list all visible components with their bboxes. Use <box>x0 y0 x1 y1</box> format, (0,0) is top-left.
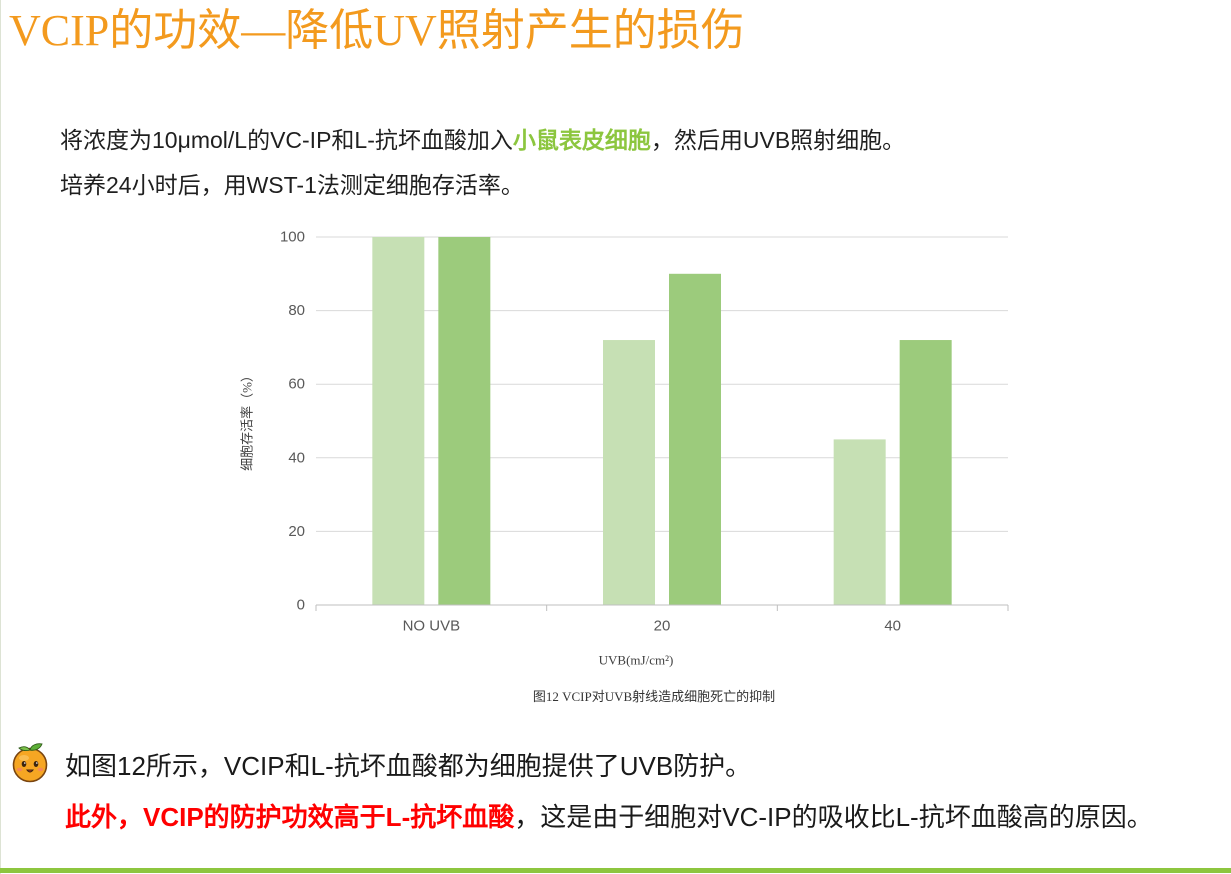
x-tick-label: NO UVB <box>403 618 461 635</box>
bar <box>438 237 491 605</box>
slide-title: VCIP的功效—降低UV照射产生的损伤 <box>9 6 745 55</box>
x-tick-label: 40 <box>884 618 901 635</box>
intro-text-end: ，然后用UVB照射细胞。 <box>650 127 906 153</box>
bar <box>669 273 721 605</box>
x-tick-labels: NO UVB 20 40 <box>403 618 901 635</box>
y-tick-label: 20 <box>288 523 305 540</box>
conclusion-line-1: 如图12所示，VCIP和L-抗坏血酸都为细胞提供了UVB防护。 <box>65 749 751 783</box>
y-tick-label: 60 <box>288 376 305 393</box>
bottom-rule <box>0 868 1231 873</box>
conclusion-text-2: ，这是由于细胞对VC-IP的吸收比L-抗坏血酸高的原因。 <box>514 802 1153 832</box>
bars <box>372 237 952 605</box>
orange-face-icon <box>10 741 50 783</box>
bar-chart: 0 20 40 60 80 100 NO UVB 20 40 细胞存活率（%） UVB(mJ/… <box>240 229 1009 668</box>
y-tick-labels: 0 20 40 60 80 100 <box>280 229 305 614</box>
bar <box>603 340 655 605</box>
figure-caption: 图12 VCIP对UVB射线造成细胞死亡的抑制 <box>532 689 776 704</box>
y-axis-title: 细胞存活率（%） <box>240 369 255 471</box>
x-tick-label: 20 <box>654 618 671 635</box>
x-axis <box>315 604 1009 611</box>
bar <box>833 439 886 605</box>
y-tick-label: 100 <box>280 229 305 246</box>
conclusion-text-1: 如图12所示，VCIP和L-抗坏血酸都为细胞提供了UVB防护。 <box>65 751 752 781</box>
x-axis-title: UVB(mJ/cm²) <box>599 653 674 668</box>
y-tick-label: 0 <box>297 597 305 614</box>
left-edge-line <box>0 0 1 874</box>
y-tick-label: 40 <box>288 449 305 466</box>
conclusion-highlight: 此外，VCIP的防护功效高于L-抗坏血酸 <box>65 802 515 832</box>
bar <box>372 237 425 605</box>
intro-text-line-2: 培养24小时后，用WST-1法测定细胞存活率。 <box>60 172 524 198</box>
intro-highlight-cell-type: 小鼠表皮细胞 <box>512 127 651 153</box>
y-tick-label: 80 <box>288 302 305 319</box>
bar <box>899 340 952 605</box>
intro-text-start: 将浓度为10μmol/L的VC-IP和L-抗坏血酸加入 <box>60 127 513 153</box>
grid-lines <box>316 236 1008 532</box>
intro-line-2: 培养24小时后，用WST-1法测定细胞存活率。 <box>60 170 524 200</box>
intro-line-1: 将浓度为10μmol/L的VC-IP和L-抗坏血酸加入小鼠表皮细胞，然后用UVB… <box>60 125 905 155</box>
conclusion-line-2: 此外，VCIP的防护功效高于L-抗坏血酸，这是由于细胞对VC-IP的吸收比L-抗… <box>65 800 1153 834</box>
